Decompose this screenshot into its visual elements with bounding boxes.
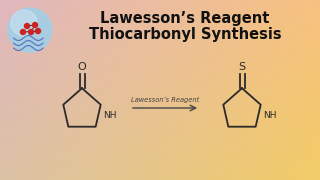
Circle shape [33,22,37,28]
Text: Thiocarbonyl Synthesis: Thiocarbonyl Synthesis [89,26,281,42]
Circle shape [28,30,34,35]
Circle shape [25,24,29,28]
Text: NH: NH [263,111,277,120]
Circle shape [20,30,26,35]
Text: S: S [238,62,245,72]
Text: NH: NH [103,111,117,120]
Text: O: O [78,62,86,72]
Text: Lawesson’s Reagent: Lawesson’s Reagent [131,97,199,103]
Circle shape [8,8,52,52]
Circle shape [36,28,41,33]
Text: Lawesson’s Reagent: Lawesson’s Reagent [100,10,270,26]
Circle shape [11,10,37,36]
